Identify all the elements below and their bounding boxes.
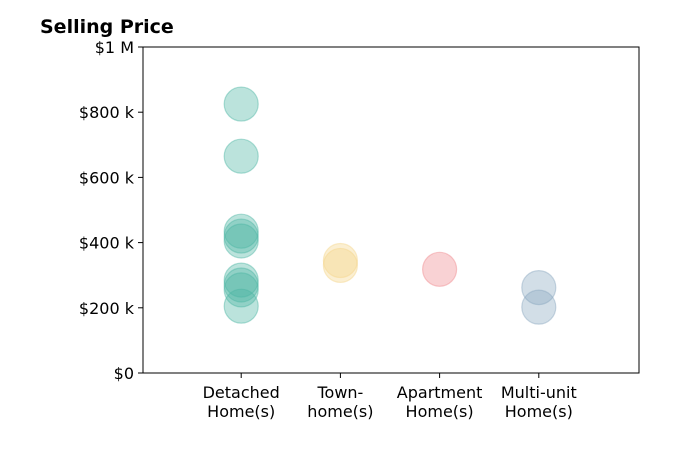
y-tick-label: $400 k [79, 234, 135, 253]
y-tick-label: $0 [114, 364, 134, 383]
x-tick-label: Apartment Home(s) [397, 383, 483, 421]
x-tick-label-line: Detached [203, 383, 280, 402]
scatter-point [223, 86, 259, 122]
chart-title: Selling Price [40, 16, 174, 38]
x-tick-label: Town-home(s) [307, 383, 373, 421]
scatter-point [322, 247, 358, 284]
x-tick-label-line: Apartment [397, 383, 483, 402]
y-tick-label: $600 k [79, 168, 135, 187]
scatter-point [223, 213, 259, 249]
scatter-point [223, 267, 259, 303]
scatter-point [223, 223, 259, 259]
scatter-point [223, 288, 259, 324]
y-tick-label: $200 k [79, 299, 135, 318]
x-tick-label-line: Home(s) [505, 402, 573, 421]
scatter-point [422, 251, 458, 287]
y-axis: $0 $200 k $400 k $600 k $800 k $1 M [79, 38, 143, 383]
scatter-point [223, 138, 259, 174]
plot-frame [142, 46, 640, 374]
scatter-point [223, 218, 259, 254]
scatter-point [521, 289, 557, 325]
x-tick-label-line: Multi-unit [501, 383, 577, 402]
data-points [223, 86, 557, 325]
x-tick-label-line: Home(s) [406, 402, 474, 421]
scatter-point [521, 269, 557, 306]
x-axis: Detached Home(s)Town-home(s)Apartment Home… [203, 373, 577, 421]
x-tick-label-line: home(s) [307, 402, 373, 421]
x-tick-label-line: Home(s) [207, 402, 275, 421]
x-tick-label-line: Town- [316, 383, 363, 402]
x-tick-label: Multi-unit Home(s) [501, 383, 577, 421]
x-tick-label: Detached Home(s) [203, 383, 280, 421]
y-tick-label: $1 M [95, 38, 134, 57]
scatter-point [322, 242, 358, 279]
scatter-point [223, 262, 259, 298]
y-tick-label: $800 k [79, 103, 135, 122]
scatter-point [223, 272, 259, 308]
